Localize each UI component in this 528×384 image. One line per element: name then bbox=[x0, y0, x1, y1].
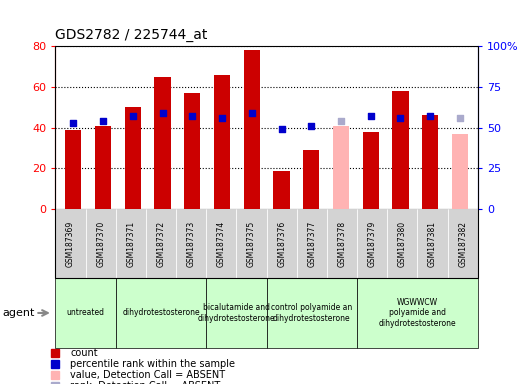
Bar bbox=[65, 130, 81, 209]
Text: bicalutamide and
dihydrotestosterone: bicalutamide and dihydrotestosterone bbox=[197, 303, 275, 323]
Text: WGWWCW
polyamide and
dihydrotestosterone: WGWWCW polyamide and dihydrotestosterone bbox=[379, 298, 456, 328]
Text: GSM187370: GSM187370 bbox=[96, 221, 105, 267]
Bar bbox=[243, 50, 260, 209]
Point bbox=[69, 120, 78, 126]
Point bbox=[218, 115, 226, 121]
Text: agent: agent bbox=[3, 308, 35, 318]
Point bbox=[337, 118, 345, 124]
Point bbox=[426, 113, 435, 119]
Text: GSM187380: GSM187380 bbox=[398, 221, 407, 267]
Text: GSM187379: GSM187379 bbox=[367, 221, 377, 267]
Text: GSM187381: GSM187381 bbox=[428, 221, 437, 267]
Bar bbox=[422, 116, 438, 209]
Text: GDS2782 / 225744_at: GDS2782 / 225744_at bbox=[55, 28, 208, 42]
Point bbox=[366, 113, 375, 119]
Bar bbox=[333, 126, 349, 209]
Text: GSM187374: GSM187374 bbox=[217, 221, 226, 267]
Point bbox=[397, 115, 405, 121]
Bar bbox=[303, 150, 319, 209]
Text: control polyamide an
dihydrotestosterone: control polyamide an dihydrotestosterone bbox=[271, 303, 353, 323]
Point bbox=[456, 115, 464, 121]
Point bbox=[158, 110, 167, 116]
Bar bbox=[363, 132, 379, 209]
Point bbox=[277, 126, 286, 132]
Text: GSM187375: GSM187375 bbox=[247, 221, 256, 267]
Text: untreated: untreated bbox=[67, 308, 105, 318]
Text: GSM187378: GSM187378 bbox=[337, 221, 346, 267]
Bar bbox=[214, 74, 230, 209]
Point bbox=[128, 113, 137, 119]
Text: GSM187372: GSM187372 bbox=[156, 221, 166, 267]
Point bbox=[99, 118, 107, 124]
Text: rank, Detection Call = ABSENT: rank, Detection Call = ABSENT bbox=[70, 381, 221, 384]
Bar bbox=[184, 93, 201, 209]
Bar bbox=[154, 77, 171, 209]
Text: GSM187376: GSM187376 bbox=[277, 221, 286, 267]
Text: GSM187382: GSM187382 bbox=[458, 221, 467, 267]
Text: count: count bbox=[70, 348, 98, 358]
Point bbox=[307, 123, 316, 129]
Bar bbox=[125, 107, 141, 209]
Point bbox=[248, 110, 256, 116]
Text: GSM187373: GSM187373 bbox=[187, 221, 196, 267]
Bar bbox=[392, 91, 409, 209]
Text: GSM187377: GSM187377 bbox=[307, 221, 316, 267]
Text: GSM187369: GSM187369 bbox=[66, 221, 75, 267]
Text: dihydrotestosterone: dihydrotestosterone bbox=[122, 308, 200, 318]
Bar bbox=[95, 126, 111, 209]
Bar bbox=[274, 170, 290, 209]
Text: GSM187371: GSM187371 bbox=[126, 221, 135, 267]
Text: percentile rank within the sample: percentile rank within the sample bbox=[70, 359, 235, 369]
Bar bbox=[452, 134, 468, 209]
Point bbox=[188, 113, 196, 119]
Text: value, Detection Call = ABSENT: value, Detection Call = ABSENT bbox=[70, 370, 225, 380]
